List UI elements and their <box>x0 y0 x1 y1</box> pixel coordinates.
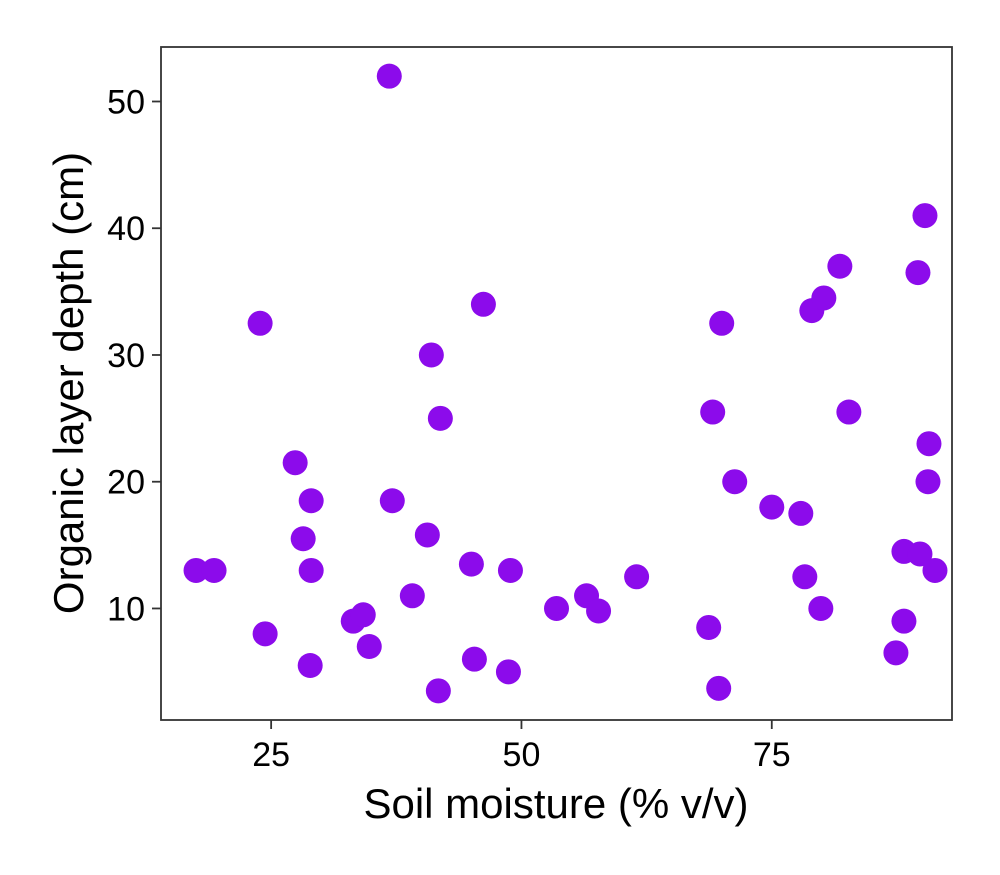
data-point <box>811 285 837 311</box>
y-tick-label: 20 <box>107 464 145 502</box>
data-point <box>759 494 785 520</box>
data-point <box>376 63 402 89</box>
data-point <box>883 640 909 666</box>
data-point <box>470 291 496 317</box>
data-point <box>792 564 818 590</box>
data-point <box>788 500 814 526</box>
data-point <box>700 399 726 425</box>
data-point <box>298 557 324 583</box>
data-point <box>414 522 440 548</box>
x-tick-label: 75 <box>753 736 791 774</box>
data-point <box>247 310 273 336</box>
x-tick-label: 50 <box>503 736 541 774</box>
data-point <box>183 557 209 583</box>
data-point <box>495 659 521 685</box>
data-point <box>356 633 382 659</box>
data-point <box>722 469 748 495</box>
data-point <box>891 608 917 634</box>
data-point <box>427 405 453 431</box>
data-point <box>350 602 376 628</box>
data-point <box>586 598 612 624</box>
data-point <box>458 551 484 577</box>
data-point <box>418 342 444 368</box>
data-point <box>379 488 405 514</box>
data-point <box>624 564 650 590</box>
data-point <box>808 595 834 621</box>
data-point <box>916 431 942 457</box>
y-axis: 10 20 30 40 50 <box>107 83 161 628</box>
data-point <box>201 557 227 583</box>
x-axis-title: Soil moisture (% v/v) <box>363 780 748 827</box>
data-point <box>905 260 931 286</box>
data-point <box>399 583 425 609</box>
data-point <box>922 557 948 583</box>
data-point <box>907 541 933 567</box>
y-tick-label: 10 <box>107 590 145 628</box>
data-point <box>915 469 941 495</box>
y-tick-label: 50 <box>107 83 145 121</box>
data-point <box>298 488 324 514</box>
data-point <box>282 450 308 476</box>
data-point <box>696 614 722 640</box>
data-point <box>290 526 316 552</box>
y-tick-label: 40 <box>107 210 145 248</box>
data-points <box>183 63 948 704</box>
data-point <box>544 595 569 621</box>
data-point <box>706 675 732 701</box>
x-axis: 25 50 75 <box>252 720 791 774</box>
x-tick-label: 25 <box>252 736 290 774</box>
data-point <box>827 253 853 279</box>
data-point <box>461 646 487 672</box>
y-tick-label: 30 <box>107 337 145 375</box>
data-point <box>297 653 323 679</box>
data-point <box>912 203 938 229</box>
data-point <box>836 399 862 425</box>
data-point <box>497 557 523 583</box>
y-axis-title: Organic layer depth (cm) <box>45 152 92 614</box>
data-point <box>709 310 735 336</box>
data-point <box>252 621 278 647</box>
data-point <box>425 678 451 704</box>
